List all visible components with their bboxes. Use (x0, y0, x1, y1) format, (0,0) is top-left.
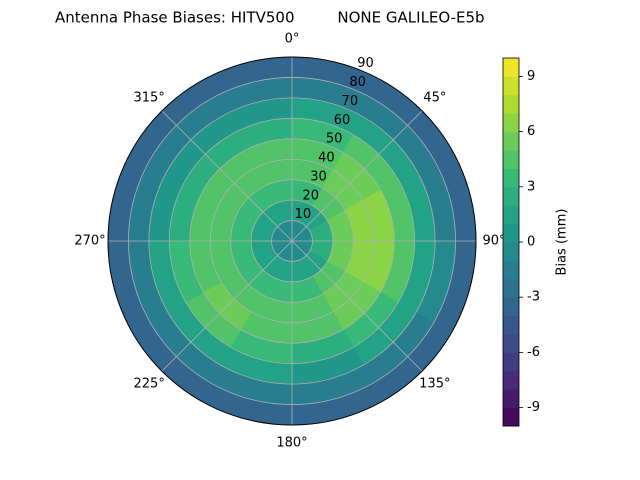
colorbar-tick-label: -6 (527, 345, 540, 360)
grid-spoke (291, 240, 423, 372)
colorbar-band (503, 315, 519, 335)
theta-tick-label: 180° (276, 436, 307, 451)
colorbar-tick-label: 9 (527, 69, 535, 84)
colorbar-band (503, 352, 519, 372)
colorbar-band (503, 58, 519, 77)
colorbar-band (503, 168, 519, 188)
polar-frame (107, 56, 477, 426)
theta-tick-label: 315° (134, 91, 165, 106)
colorbar-tick-label: 6 (527, 124, 535, 139)
colorbar-band (503, 131, 519, 151)
colorbar-tick-label: 0 (527, 235, 535, 250)
r-tick-label: 50 (326, 132, 343, 147)
r-tick-label: 40 (318, 151, 335, 166)
colorbar-tick-label: -3 (527, 290, 540, 305)
colorbar-band (503, 113, 519, 133)
theta-tick-label: 270° (74, 234, 105, 249)
grid-spoke (291, 110, 423, 242)
r-tick-label: 80 (349, 75, 366, 90)
colorbar-band (503, 242, 519, 261)
theta-tick-label: 0° (285, 32, 300, 47)
colorbar-band (503, 94, 519, 114)
r-tick-label: 70 (342, 94, 359, 109)
colorbar-band (503, 389, 519, 409)
theta-tick-label: 225° (134, 376, 165, 391)
grid-spoke (161, 240, 293, 372)
r-tick-label: 10 (295, 207, 312, 222)
colorbar-label: Bias (mm) (555, 209, 570, 276)
colorbar-band (503, 260, 519, 280)
colorbar-band (503, 370, 519, 390)
colorbar-band (503, 205, 519, 225)
colorbar-band (503, 278, 519, 298)
theta-tick-label: 90° (482, 234, 505, 249)
colorbar-band (503, 186, 519, 206)
theta-tick-label: 45° (423, 91, 446, 106)
colorbar-band (503, 407, 519, 427)
grid-spoke (161, 110, 293, 242)
colorbar-band (503, 76, 519, 96)
r-tick-label: 90 (357, 56, 374, 71)
r-tick-label: 20 (302, 188, 319, 203)
r-tick-label: 30 (310, 169, 327, 184)
chart-title: Antenna Phase Biases: HITV500 NONE GALIL… (55, 9, 485, 27)
colorbar-band (503, 223, 519, 243)
colorbar-band (503, 334, 519, 353)
colorbar-band (503, 150, 519, 169)
r-tick-label: 60 (334, 113, 351, 128)
colorbar-tick-label: 3 (527, 179, 535, 194)
colorbar-band (503, 297, 519, 317)
theta-tick-label: 135° (419, 376, 450, 391)
colorbar-tick-label: -9 (527, 400, 540, 415)
